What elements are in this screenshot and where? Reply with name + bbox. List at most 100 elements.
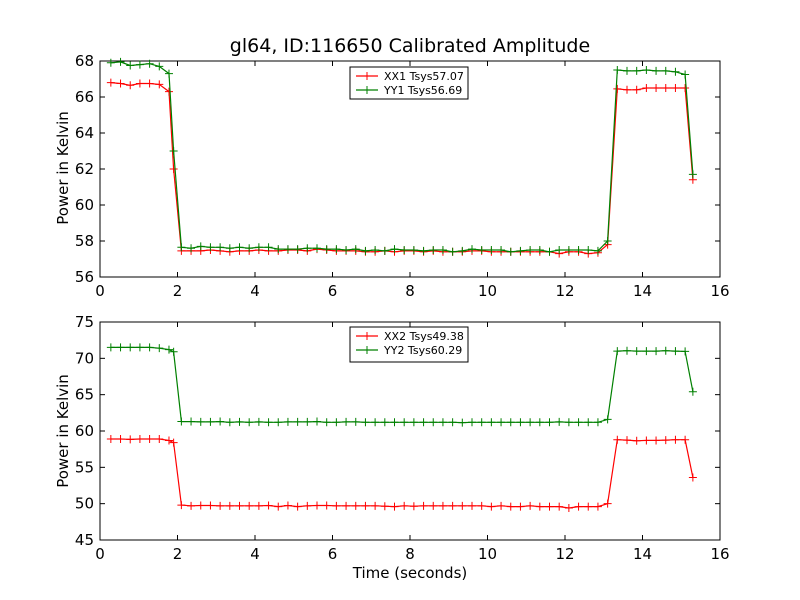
bottom-series-1-point xyxy=(584,502,593,511)
top-series-2-point xyxy=(564,246,573,254)
bottom-series-1-point xyxy=(254,501,263,510)
bottom-series-2-point xyxy=(632,347,641,356)
bottom-series-1-point xyxy=(593,502,602,511)
bottom-series-2-point xyxy=(342,417,351,426)
bottom-series-2-point xyxy=(264,418,273,427)
top-series-1-point xyxy=(623,85,631,94)
bottom-series-2-point xyxy=(593,418,602,427)
top-x-tick-label: 0 xyxy=(95,282,105,300)
bottom-series-1-point xyxy=(116,434,125,443)
bottom-series-1-point xyxy=(468,501,476,510)
bottom-series-1-point xyxy=(603,499,612,508)
bottom-series-1-point xyxy=(400,501,409,510)
top-series-2-point xyxy=(254,243,263,252)
bottom-series-2-point xyxy=(603,415,612,424)
bottom-x-tick-label: 12 xyxy=(555,545,574,563)
top-series-2-point xyxy=(225,244,234,253)
bottom-series-1-point xyxy=(135,434,144,443)
top-series-2-point xyxy=(177,243,186,252)
bottom-series-1-point xyxy=(497,501,506,510)
top-series-1-point xyxy=(613,84,622,93)
top-series-2-point xyxy=(342,246,351,254)
bottom-series-1-point xyxy=(535,502,544,511)
bottom-y-tick-label: 55 xyxy=(75,458,94,476)
bottom-series-1-point xyxy=(458,501,467,510)
bottom-series-1-point xyxy=(487,502,496,511)
bottom-series-1-point xyxy=(371,501,380,510)
top-series-2-point xyxy=(409,246,418,254)
bottom-series-2-point xyxy=(390,418,399,427)
bottom-series-1-point xyxy=(448,501,457,510)
top-series-2-point xyxy=(264,243,273,252)
bottom-y-tick-label: 70 xyxy=(75,349,94,367)
bottom-series-2-point xyxy=(584,418,593,427)
bottom-series-1-point xyxy=(155,434,164,443)
bottom-series-2-point xyxy=(400,418,409,427)
bottom-series-1-point xyxy=(187,501,196,510)
top-series-2-point xyxy=(487,246,496,254)
bottom-series-2-point xyxy=(448,418,457,427)
bottom-series-2-point xyxy=(526,418,535,427)
top-x-tick-label: 2 xyxy=(173,282,183,300)
top-series-2-point xyxy=(593,246,602,255)
bottom-series-2-point xyxy=(545,418,554,427)
top-series-2-point xyxy=(274,245,283,254)
top-series-1-point xyxy=(106,78,115,87)
bottom-chart-panel: 0 2 4 6 8 10 12 14 16 45 50 55 60 65 70 75 XX2 Tsys49.38… xyxy=(54,313,730,582)
top-y-tick-label: 58 xyxy=(75,232,94,250)
bottom-series-1-point xyxy=(245,501,254,510)
top-x-tick-label: 16 xyxy=(710,282,729,300)
bottom-legend-label-1: XX2 Tsys49.38 xyxy=(384,330,464,343)
top-series-2-point xyxy=(584,246,593,254)
bottom-series-2-point xyxy=(135,343,144,352)
bottom-series-1-point xyxy=(206,501,215,510)
bottom-series-2-point xyxy=(497,418,506,427)
bottom-series-2-point xyxy=(419,418,428,427)
top-series-2-point xyxy=(477,246,486,254)
bottom-series-1-point xyxy=(555,502,564,511)
bottom-series-2-point xyxy=(235,417,244,426)
bottom-series-2-point xyxy=(371,418,380,427)
top-series-2-point xyxy=(169,147,178,155)
top-x-tick-label: 4 xyxy=(250,282,260,300)
top-series-2-point xyxy=(155,62,164,71)
top-series-2-point xyxy=(574,246,583,254)
top-y-tick-label: 64 xyxy=(75,124,94,142)
bottom-series-2-point xyxy=(380,418,389,427)
bottom-series-1-point xyxy=(526,501,535,510)
bottom-series-1-point xyxy=(332,501,341,510)
bottom-series-2-point xyxy=(145,343,154,352)
bottom-legend-label-2: YY2 Tsys60.29 xyxy=(383,344,462,357)
top-series-2-point xyxy=(506,247,515,256)
bottom-y-tick-label: 75 xyxy=(75,313,94,331)
bottom-series-2-point xyxy=(671,347,680,356)
top-legend-label-2: YY1 Tsys56.69 xyxy=(383,84,462,97)
bottom-series-1-point xyxy=(671,435,680,444)
bottom-series-1-point xyxy=(361,501,370,510)
bottom-series-2-point xyxy=(564,418,573,427)
bottom-x-tick-label: 6 xyxy=(328,545,338,563)
bottom-series-2-point xyxy=(169,347,178,356)
top-series-2-point xyxy=(516,246,525,255)
bottom-series-1-point xyxy=(623,436,631,445)
top-series-2-point xyxy=(642,66,651,74)
bottom-series-2-point xyxy=(254,417,263,426)
bottom-series-2-point xyxy=(652,347,661,356)
top-series-2-point xyxy=(688,170,697,179)
top-series-2-point xyxy=(555,246,564,254)
top-y-axis-label: Power in Kelvin xyxy=(54,111,72,225)
top-series-2-point xyxy=(135,60,144,69)
bottom-series-1-point xyxy=(264,501,273,510)
bottom-series-2-point xyxy=(477,418,486,427)
bottom-series-1-point xyxy=(419,501,428,510)
bottom-y-axis-label: Power in Kelvin xyxy=(54,374,72,488)
top-series-2-point xyxy=(661,66,670,75)
top-series-2-point xyxy=(361,246,370,255)
top-legend-label-1: XX1 Tsys57.07 xyxy=(384,70,464,83)
bottom-y-tick-label: 65 xyxy=(75,386,94,404)
bottom-series-1-point xyxy=(661,436,670,445)
bottom-series-1-point xyxy=(145,434,154,443)
bottom-y-tick-label: 45 xyxy=(75,531,94,549)
